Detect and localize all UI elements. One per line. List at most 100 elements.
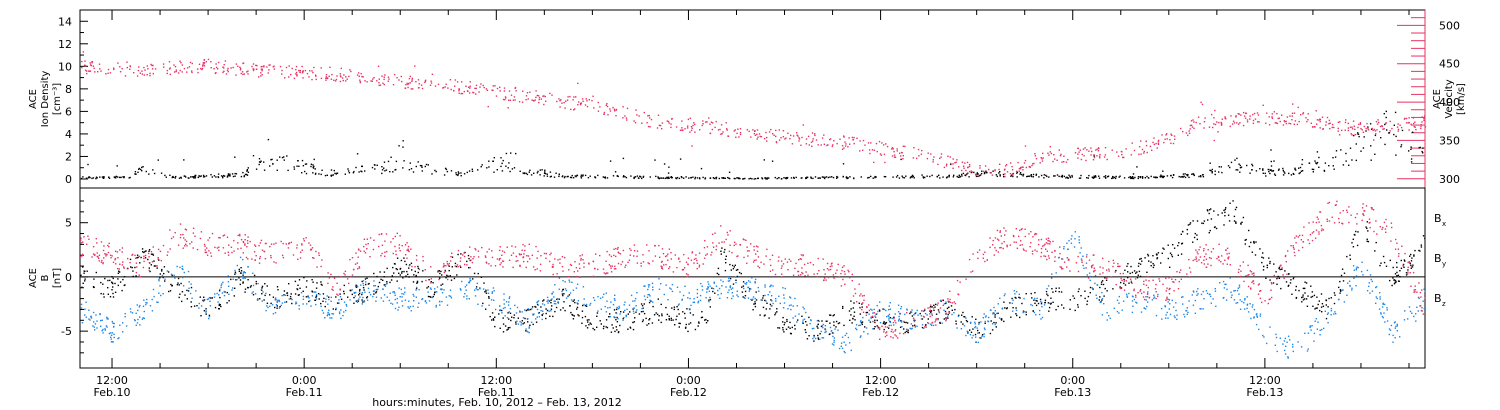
density-point (235, 173, 238, 175)
velocity-point (721, 133, 723, 135)
Bz-point (127, 267, 129, 270)
density-point (948, 174, 950, 177)
velocity-point (702, 123, 704, 125)
By-point (208, 317, 210, 320)
density-point (1318, 166, 1320, 168)
density-point (761, 177, 763, 179)
By-point (331, 313, 333, 315)
density-point (1318, 156, 1320, 159)
By-point (994, 323, 996, 326)
velocity-point (1405, 122, 1408, 124)
velocity-point (1414, 126, 1416, 128)
Bx-point (249, 286, 252, 288)
density-point (694, 178, 696, 180)
Bx-point (240, 270, 243, 272)
density-point (252, 155, 255, 157)
By-point (122, 322, 124, 324)
Bz-point (1034, 249, 1036, 251)
By-point (526, 330, 528, 333)
Bx-point (391, 275, 393, 277)
density-point (1012, 175, 1014, 178)
velocity-point (409, 75, 411, 78)
density-point (633, 177, 635, 180)
By-point (362, 280, 365, 282)
velocity-point (735, 136, 737, 138)
By-point (1375, 286, 1377, 289)
Bx-point (762, 306, 765, 309)
velocity-point (312, 71, 314, 74)
By-point (1157, 293, 1159, 296)
velocity-point (1407, 122, 1409, 124)
density-point (160, 172, 163, 174)
By-point (1256, 315, 1258, 317)
By-point (1018, 293, 1020, 295)
By-point (1392, 341, 1394, 343)
velocity-point (1104, 154, 1107, 156)
Bx-point (366, 297, 368, 299)
velocity-point (119, 66, 121, 68)
velocity-point (483, 86, 485, 89)
Bx-point (140, 256, 142, 259)
Bx-point (832, 315, 834, 317)
Bx-point (315, 295, 318, 297)
density-point (722, 177, 725, 179)
velocity-point (954, 162, 956, 164)
Bz-point (843, 270, 846, 273)
velocity-point (1396, 126, 1399, 128)
By-point (1171, 299, 1173, 302)
velocity-point (315, 74, 317, 76)
By-point (699, 294, 702, 297)
By-point (1206, 292, 1209, 295)
By-point (1313, 340, 1315, 342)
Bx-point (1207, 210, 1209, 212)
Bx-point (1119, 286, 1121, 288)
By-point (765, 300, 767, 302)
Bx-point (367, 283, 370, 285)
velocity-point (168, 68, 171, 70)
velocity-point (708, 117, 710, 119)
By-point (1355, 285, 1357, 287)
Bx-point (782, 327, 784, 329)
velocity-point (833, 140, 835, 142)
Bx-point (737, 268, 739, 271)
density-point (387, 160, 390, 163)
By-point (687, 297, 689, 299)
By-point (747, 280, 750, 282)
Bx-point (1138, 262, 1140, 265)
By-point (276, 300, 279, 302)
By-point (937, 318, 939, 321)
By-point (151, 298, 153, 301)
density-tick-label: 6 (65, 105, 72, 118)
By-point (338, 311, 341, 313)
velocity-point (1220, 121, 1222, 124)
velocity-point (705, 121, 707, 123)
By-point (298, 308, 300, 310)
By-point (1383, 312, 1385, 314)
Bx-point (1262, 252, 1264, 254)
velocity-point (183, 67, 186, 70)
Bx-point (883, 321, 885, 323)
velocity-point (1192, 119, 1194, 121)
velocity-point (503, 87, 506, 89)
By-point (361, 303, 363, 305)
velocity-point (458, 88, 460, 90)
By-point (1369, 292, 1371, 294)
Bx-point (711, 287, 713, 289)
Bz-point (123, 266, 125, 268)
By-point (897, 311, 900, 313)
Bx-point (742, 281, 745, 283)
By-point (501, 312, 503, 314)
By-point (1351, 287, 1353, 289)
density-point (222, 177, 224, 179)
By-point (796, 321, 798, 323)
By-point (309, 300, 311, 302)
velocity-point (890, 148, 893, 150)
velocity-point (109, 72, 112, 74)
density-point (696, 177, 699, 179)
By-point (1223, 287, 1226, 289)
By-point (788, 304, 791, 307)
Bx-point (501, 309, 503, 312)
Bx-point (114, 291, 117, 293)
By-point (876, 304, 878, 307)
By-point (1253, 308, 1256, 311)
